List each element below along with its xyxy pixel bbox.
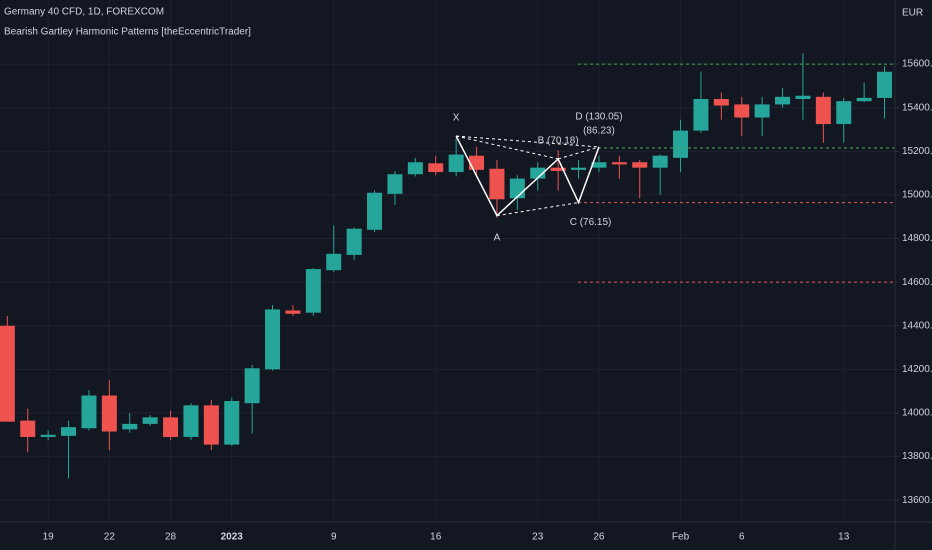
candle-body — [632, 162, 648, 168]
y-tick-label: 13800.0 — [902, 451, 932, 462]
pattern-line — [455, 135, 600, 217]
candle-body — [142, 417, 158, 424]
candle-body — [81, 395, 97, 429]
candle-body — [203, 405, 219, 445]
y-tick-label: 14600.0 — [902, 277, 932, 288]
candle-body — [285, 310, 301, 314]
plot-area — [0, 53, 895, 479]
candle-body — [163, 417, 179, 437]
pattern-sublabel: (86.23) — [583, 126, 615, 137]
pattern-label: X — [453, 113, 460, 124]
y-tick-label: 15000.0 — [902, 190, 932, 201]
x-tick-label: 19 — [43, 532, 55, 543]
candle-body — [489, 168, 505, 200]
x-tick-label: Feb — [672, 532, 690, 543]
candle-body — [183, 405, 199, 437]
candle-body — [20, 420, 36, 437]
candle-body — [530, 167, 546, 179]
x-tick-label: 28 — [165, 532, 177, 543]
candle-body — [734, 104, 750, 118]
candle-body — [693, 98, 709, 131]
candle-body — [571, 167, 587, 170]
x-tick-label: 23 — [532, 532, 544, 543]
candle-body — [326, 253, 342, 271]
pattern-label: C (76.15) — [570, 217, 612, 228]
pattern-dashed — [496, 202, 579, 217]
candle-body — [122, 423, 138, 430]
candle-body — [346, 228, 362, 255]
candle-body — [101, 395, 117, 432]
candle-body — [611, 162, 627, 165]
y-tick-label: 13600.0 — [902, 495, 932, 506]
y-tick-label: 15600.0 — [902, 59, 932, 70]
currency-label: EUR — [902, 8, 923, 19]
candle-body — [428, 163, 444, 173]
candle-body — [836, 101, 852, 125]
candle-body — [265, 309, 281, 370]
candle-body — [754, 104, 770, 118]
candle-body — [509, 178, 525, 199]
x-tick-label: 13 — [838, 532, 850, 543]
y-tick-label: 15400.0 — [902, 102, 932, 113]
candle-body — [387, 174, 403, 194]
candle-body — [713, 98, 729, 106]
candle-body — [673, 130, 689, 158]
candle-body — [367, 192, 383, 230]
candle-body — [407, 162, 423, 175]
candle-body — [591, 162, 607, 168]
candle-body — [815, 96, 831, 125]
candle-body — [0, 325, 15, 422]
x-tick-label: 22 — [104, 532, 116, 543]
candle-body — [877, 71, 893, 98]
y-tick-label: 14800.0 — [902, 233, 932, 244]
x-tick-label: 6 — [739, 532, 745, 543]
x-tick-label: 26 — [593, 532, 605, 543]
x-tick-label: 9 — [331, 532, 337, 543]
candle-body — [550, 167, 566, 171]
pattern-label: D (130.05) — [575, 112, 622, 123]
candle-body — [448, 154, 464, 173]
y-tick-label: 14000.0 — [902, 408, 932, 419]
candle-body — [244, 368, 260, 404]
candle-body — [469, 155, 485, 170]
candle-body — [652, 155, 668, 168]
y-tick-label: 14200.0 — [902, 364, 932, 375]
pattern-label: A — [494, 232, 501, 243]
indicator-title: Bearish Gartley Harmonic Patterns [theEc… — [4, 27, 251, 38]
candle-body — [795, 95, 811, 99]
candle-body — [40, 434, 56, 437]
y-tick-label: 14400.0 — [902, 320, 932, 331]
candle-body — [305, 269, 321, 313]
chart-title: Germany 40 CFD, 1D, FOREXCOM — [4, 7, 164, 18]
candle-body — [224, 400, 240, 445]
y-tick-label: 15200.0 — [902, 146, 932, 157]
candle-body — [775, 96, 791, 105]
x-tick-label: 2023 — [221, 532, 244, 543]
x-tick-label: 16 — [430, 532, 442, 543]
candle-body — [61, 427, 77, 436]
candle-body — [856, 97, 872, 102]
pattern-dashed — [558, 146, 600, 160]
pattern-label: B (70.18) — [538, 136, 579, 147]
